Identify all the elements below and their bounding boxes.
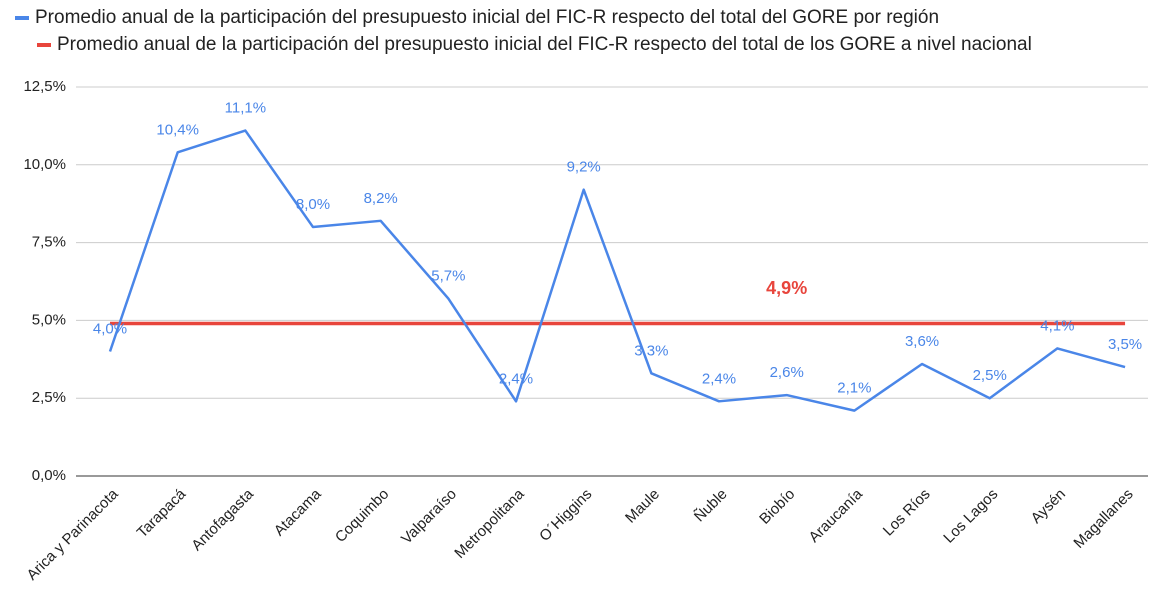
data-label: 10,4% — [156, 121, 199, 138]
x-tick-label: Tarapacá — [134, 485, 190, 541]
legend-label: Promedio anual de la participación del p… — [35, 7, 939, 28]
x-tick-label: Antofagasta — [188, 485, 257, 554]
y-tick-label: 2,5% — [32, 389, 66, 406]
data-label: 3,6% — [905, 333, 939, 350]
data-label: 3,5% — [1108, 336, 1142, 353]
series-line — [108, 129, 1126, 412]
x-tick-label: Magallanes — [1070, 486, 1136, 552]
y-tick-label: 12,5% — [23, 78, 66, 95]
y-tick-label: 5,0% — [32, 311, 66, 328]
x-tick-label: Los Ríos — [880, 486, 934, 540]
x-tick-label: Araucanía — [806, 485, 867, 546]
data-label: 11,1% — [225, 100, 266, 117]
data-label: 2,4% — [499, 370, 533, 387]
x-tick-label: Atacama — [271, 485, 325, 539]
data-label: 4,1% — [1040, 317, 1074, 334]
data-label: 5,7% — [431, 268, 465, 285]
data-label: 9,2% — [567, 159, 601, 176]
data-label: 2,1% — [837, 380, 871, 397]
data-label: 2,5% — [973, 367, 1007, 384]
x-tick-label: Arica y Parinacota — [24, 485, 123, 584]
data-label: 4,0% — [93, 320, 127, 337]
data-label: 8,0% — [296, 196, 330, 213]
x-tick-label: Maule — [622, 486, 663, 527]
data-label: 2,4% — [702, 370, 736, 387]
x-tick-label: Biobío — [756, 486, 798, 528]
x-tick-label: Valparaíso — [398, 486, 460, 548]
x-tick-label: Coquimbo — [332, 486, 392, 546]
data-label: 8,2% — [364, 190, 398, 207]
y-tick-label: 7,5% — [32, 234, 66, 251]
x-tick-label: Los Lagos — [940, 486, 1001, 547]
data-label: 3,3% — [634, 342, 668, 359]
legend-label: Promedio anual de la participación del p… — [57, 34, 1032, 55]
x-tick-label: O´Higgins — [536, 486, 595, 545]
y-tick-label: 0,0% — [32, 467, 66, 484]
x-tick-label: Aysén — [1028, 486, 1069, 527]
data-label: 2,6% — [770, 364, 804, 381]
y-tick-label: 10,0% — [23, 156, 66, 173]
x-tick-label: Metropolitana — [451, 485, 528, 562]
x-tick-label: Ñuble — [691, 486, 731, 526]
data-label: 4,9% — [766, 278, 807, 298]
